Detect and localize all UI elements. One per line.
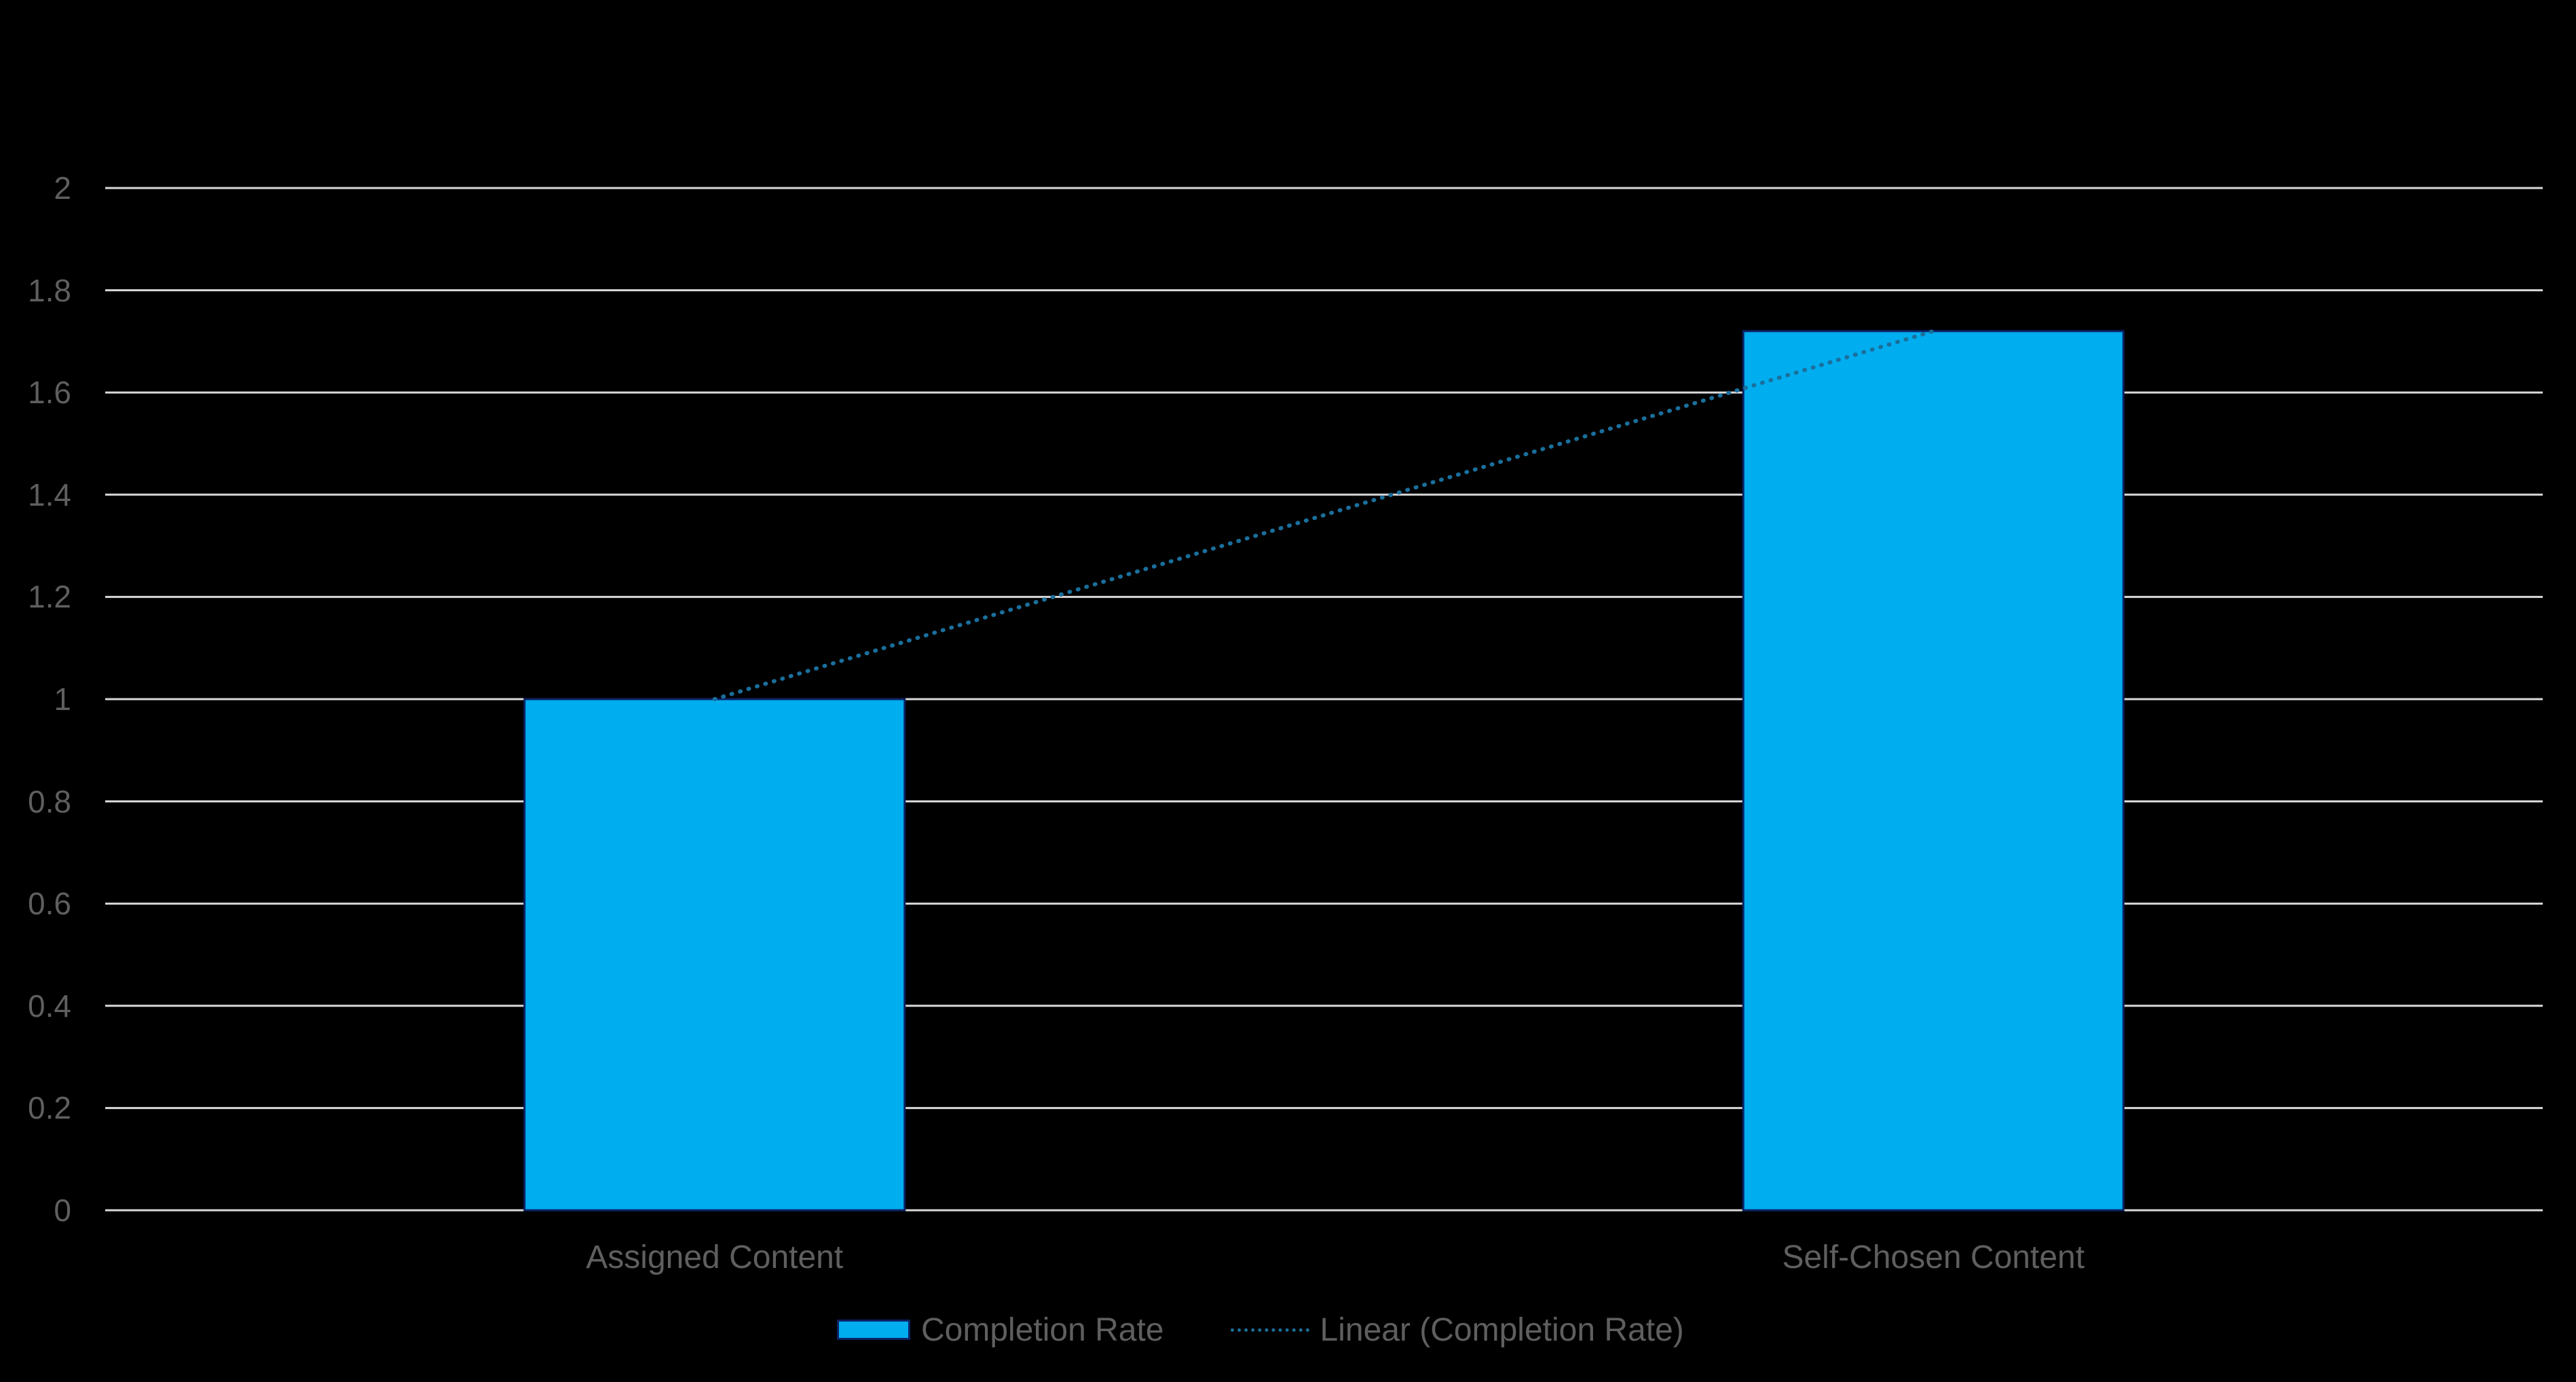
y-tick-label: 2 <box>54 170 71 206</box>
legend-item-completion-rate[interactable]: Completion Rate <box>837 1311 1164 1349</box>
legend-item-linear-trend[interactable]: Linear (Completion Rate) <box>1230 1311 1684 1349</box>
y-tick-label: 0.2 <box>28 1090 71 1126</box>
y-tick-label: 0 <box>54 1193 71 1228</box>
x-tick-label: Assigned Content <box>586 1239 844 1275</box>
legend-label: Linear (Completion Rate) <box>1320 1311 1684 1348</box>
bar[interactable] <box>1742 330 2125 1212</box>
y-tick-label: 0.6 <box>28 886 71 922</box>
trendline <box>712 329 1936 701</box>
dotted-line-icon <box>1230 1328 1309 1332</box>
y-tick-label: 1 <box>54 681 71 717</box>
bar-swatch-icon <box>837 1320 910 1340</box>
legend-label: Completion Rate <box>921 1311 1164 1348</box>
x-tick-label: Self-Chosen Content <box>1782 1239 2085 1275</box>
y-tick-label: 1.6 <box>28 375 71 411</box>
bar[interactable] <box>523 698 906 1212</box>
y-tick-label: 0.8 <box>28 783 71 819</box>
y-tick-label: 1.2 <box>28 579 71 615</box>
y-tick-label: 1.8 <box>28 272 71 308</box>
y-tick-label: 0.4 <box>28 988 71 1024</box>
legend: Completion Rate Linear (Completion Rate) <box>837 1311 1751 1349</box>
y-tick-label: 1.4 <box>28 477 71 512</box>
